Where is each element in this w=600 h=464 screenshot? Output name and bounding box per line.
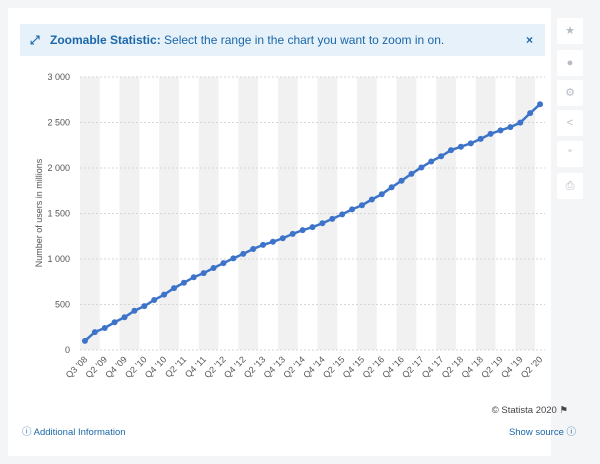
y-tick-label: 2 500 — [47, 118, 70, 128]
zoom-banner: ⤢ Zoomable Statistic: Select the range i… — [20, 24, 545, 56]
band-stripe — [277, 77, 298, 350]
y-tick-label: 2 000 — [47, 163, 70, 173]
data-point — [408, 170, 415, 177]
share-button[interactable]: < — [557, 110, 583, 136]
data-point — [388, 184, 395, 191]
data-point — [190, 274, 197, 281]
data-point — [487, 130, 494, 137]
x-tick-label: Q2 '20 — [519, 354, 545, 380]
alert-button[interactable]: ● — [557, 50, 583, 76]
data-point — [358, 202, 365, 209]
data-point — [220, 260, 227, 267]
data-point — [457, 143, 464, 150]
band-stripe — [357, 77, 377, 350]
data-point — [537, 101, 544, 108]
additional-info-text: Additional Information — [33, 427, 126, 438]
y-tick-label: 1 000 — [47, 254, 70, 264]
y-tick-label: 0 — [65, 345, 70, 355]
data-point — [180, 279, 187, 286]
data-point — [438, 153, 445, 160]
favorite-button[interactable]: ★ — [557, 18, 583, 44]
data-point — [240, 250, 247, 257]
data-point — [289, 230, 296, 237]
data-point — [527, 110, 534, 117]
band-stripe — [317, 77, 338, 350]
data-point — [309, 224, 316, 231]
y-tick-label: 500 — [55, 300, 70, 310]
data-point — [378, 191, 385, 198]
data-point — [269, 238, 276, 245]
data-point — [279, 235, 286, 242]
print-button[interactable]: ⎙ — [557, 173, 583, 199]
data-point — [161, 291, 168, 298]
data-point — [260, 241, 267, 248]
data-point — [230, 255, 237, 262]
data-point — [448, 147, 455, 154]
data-point — [131, 307, 138, 314]
data-point — [299, 227, 306, 234]
data-line — [84, 103, 541, 342]
data-point — [111, 319, 118, 326]
additional-info-link[interactable]: ⓘ Additional Information — [22, 427, 126, 438]
banner-text: Zoomable Statistic: Select the range in … — [50, 24, 444, 56]
y-tick-label: 1 500 — [47, 209, 70, 219]
banner-message: Select the range in the chart you want t… — [164, 33, 445, 47]
close-button[interactable]: × — [525, 33, 533, 47]
data-point — [151, 296, 158, 303]
data-point — [101, 324, 108, 331]
data-point — [428, 158, 435, 165]
data-point — [329, 215, 336, 222]
band-stripe — [396, 77, 417, 350]
data-point — [250, 245, 257, 252]
show-source-text: Show source — [508, 427, 564, 438]
data-point — [507, 124, 514, 131]
data-point — [200, 270, 207, 277]
y-tick-label: 3 000 — [47, 72, 70, 82]
data-point — [398, 177, 405, 184]
cite-button[interactable]: ” — [557, 141, 583, 167]
y-axis-title: Number of users in millions — [34, 158, 44, 267]
data-point — [517, 119, 524, 126]
x-tick-label: Q4 '10 — [143, 354, 169, 380]
data-point — [339, 211, 346, 218]
data-point — [349, 206, 356, 213]
x-tick-label: Q2 '11 — [163, 354, 188, 379]
data-point — [141, 303, 148, 310]
data-point — [477, 135, 484, 142]
data-point — [368, 196, 375, 203]
banner-title: Zoomable Statistic: — [50, 33, 161, 47]
data-point — [121, 314, 128, 321]
data-point — [319, 220, 326, 227]
band-stripe — [436, 77, 456, 350]
data-point — [467, 140, 474, 147]
data-point — [418, 164, 425, 171]
settings-button[interactable]: ⚙ — [557, 80, 583, 106]
data-point — [170, 285, 177, 292]
data-point — [497, 127, 504, 134]
zoom-icon: ⤢ — [30, 33, 40, 47]
data-point — [210, 265, 217, 272]
show-source-link[interactable]: Show source ⓘ — [508, 427, 576, 438]
data-point — [81, 337, 88, 344]
data-point — [91, 329, 98, 336]
copyright: © Statista 2020 ⚑ — [491, 405, 568, 416]
copyright-text: © Statista 2020 — [491, 405, 557, 416]
